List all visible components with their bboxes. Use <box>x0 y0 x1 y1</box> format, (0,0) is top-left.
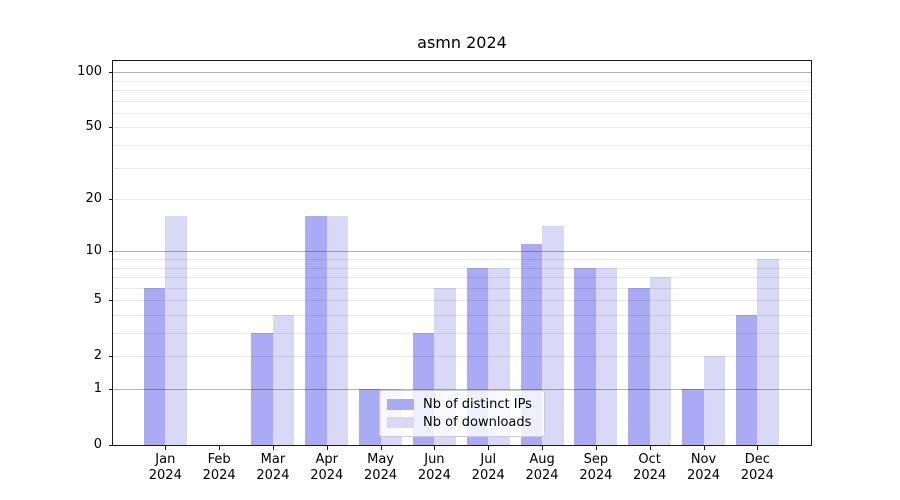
x-tick-mark <box>434 446 436 450</box>
x-tick-mark <box>165 446 167 450</box>
legend: Nb of distinct IPs Nb of downloads <box>379 390 545 437</box>
x-tick-mark <box>380 446 382 450</box>
bar-mar-s0 <box>251 333 273 445</box>
y-tick-mark <box>109 127 113 129</box>
x-tick-mark <box>488 446 490 450</box>
bar-sep-s0 <box>574 267 596 445</box>
legend-item-downloads: Nb of downloads <box>387 415 537 430</box>
gridline-minor <box>113 100 811 102</box>
bar-aug-s1 <box>542 226 564 445</box>
bar-oct-s0 <box>628 287 650 445</box>
gridline-minor <box>113 267 811 269</box>
legend-swatch-distinct-ips <box>387 398 414 410</box>
gridline-minor <box>113 333 811 335</box>
gridline-major <box>113 72 811 74</box>
bar-dec-s0 <box>735 314 758 445</box>
x-tick-label: Jan 2024 <box>148 452 182 483</box>
x-tick-label: Jun 2024 <box>417 452 451 483</box>
x-tick-mark <box>703 446 705 450</box>
x-tick-label: May 2024 <box>364 452 398 483</box>
y-tick-label: 10 <box>85 243 102 259</box>
y-tick-label: 5 <box>93 292 102 308</box>
x-tick-mark <box>326 446 328 450</box>
legend-label-downloads: Nb of downloads <box>423 415 532 431</box>
gridline-minor <box>113 356 811 358</box>
y-tick-label: 1 <box>93 381 102 396</box>
bar-jan-s1 <box>165 216 187 445</box>
x-tick-label: Jul 2024 <box>471 452 505 483</box>
x-tick-label: Dec 2024 <box>740 452 774 483</box>
y-tick-label: 2 <box>93 348 102 364</box>
gridline-minor <box>113 167 811 169</box>
y-tick-mark <box>109 72 113 74</box>
gridline-minor <box>113 80 811 82</box>
bar-mar-s1 <box>272 314 295 445</box>
x-tick-label: Oct 2024 <box>633 452 667 483</box>
x-tick-label: Mar 2024 <box>256 452 290 483</box>
gridline-major <box>113 251 811 253</box>
legend-label-distinct-ips: Nb of distinct IPs <box>423 396 532 412</box>
bar-jan-s0 <box>143 287 166 445</box>
y-tick-label: 50 <box>85 119 102 135</box>
gridline-minor <box>113 127 811 129</box>
gridline-minor <box>113 300 811 302</box>
gridline-minor <box>113 199 811 201</box>
x-tick-label: Apr 2024 <box>310 452 344 483</box>
x-tick-mark <box>595 446 597 450</box>
y-tick-mark <box>109 300 113 302</box>
chart-title: asmn 2024 <box>417 33 507 52</box>
bar-sep-s1 <box>595 267 618 445</box>
gridline-minor <box>113 277 811 279</box>
y-tick-mark <box>109 199 113 201</box>
bar-may-s0 <box>359 389 381 445</box>
y-tick-mark <box>109 251 113 253</box>
legend-swatch-downloads <box>387 417 414 429</box>
y-tick-mark <box>109 389 113 390</box>
bar-dec-s1 <box>757 259 779 445</box>
x-tick-mark <box>757 446 759 450</box>
x-tick-label: Nov 2024 <box>686 452 721 483</box>
y-tick-label: 20 <box>85 191 102 207</box>
bar-nov-s1 <box>703 356 725 445</box>
gridline-minor <box>113 259 811 260</box>
gridline-minor <box>113 314 811 316</box>
y-tick-mark <box>109 356 113 358</box>
x-tick-label: Feb 2024 <box>202 452 236 483</box>
x-tick-label: Sep 2024 <box>579 452 613 483</box>
gridline-minor <box>113 90 811 92</box>
bar-oct-s1 <box>649 277 672 445</box>
x-tick-mark <box>219 446 221 450</box>
x-tick-label: Aug 2024 <box>525 452 559 483</box>
gridline-minor <box>113 112 811 114</box>
bar-apr-s1 <box>326 216 349 445</box>
y-tick-label: 0 <box>93 437 102 452</box>
bar-apr-s0 <box>305 216 327 445</box>
gridline-minor <box>113 287 811 289</box>
x-tick-mark <box>542 446 544 450</box>
gridline-major <box>113 389 811 390</box>
legend-item-distinct-ips: Nb of distinct IPs <box>387 397 537 412</box>
y-tick-label: 100 <box>77 64 102 80</box>
x-tick-mark <box>272 446 274 450</box>
bar-nov-s0 <box>682 389 704 445</box>
gridline-minor <box>113 145 811 147</box>
x-tick-mark <box>649 446 651 450</box>
y-tick-mark <box>109 445 113 446</box>
